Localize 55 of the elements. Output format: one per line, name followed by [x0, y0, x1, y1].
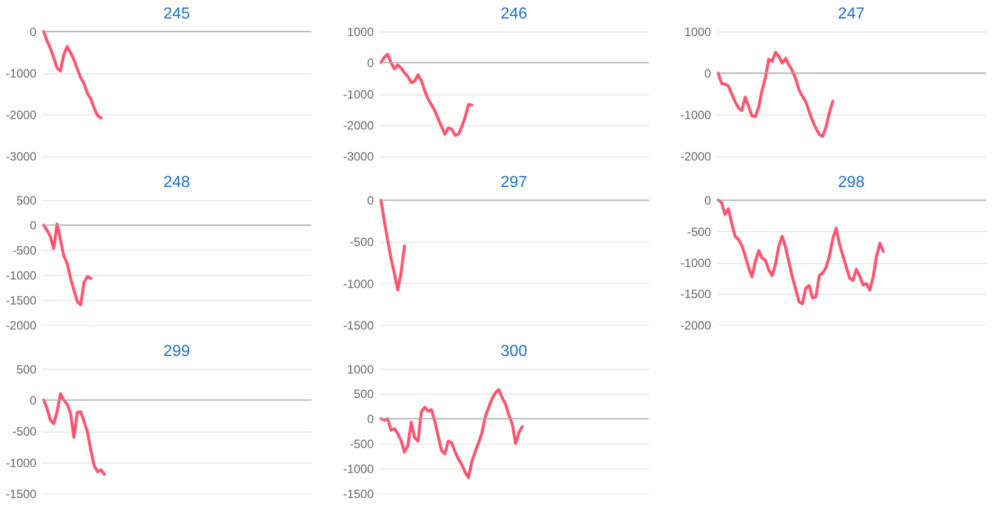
line-series	[379, 198, 406, 292]
y-tick-label: 1000	[684, 24, 712, 39]
y-tick-label: 0	[367, 412, 374, 426]
y-tick-label: 500	[16, 362, 37, 376]
y-tick-label: 1000	[347, 24, 374, 39]
y-tick-label: -3000	[343, 150, 374, 164]
y-tick-label: 0	[30, 24, 37, 39]
y-tick-label: -1500	[343, 487, 374, 502]
y-tick-label: -2000	[680, 150, 712, 164]
y-tick-label: -500	[350, 235, 374, 250]
line-series	[42, 222, 92, 306]
line-series	[42, 30, 102, 120]
chart-title: 297	[500, 174, 528, 192]
y-tick-label: -500	[12, 243, 37, 258]
line-series	[716, 50, 834, 138]
y-tick-label: -2000	[6, 108, 37, 122]
y-tick-label: 0	[30, 393, 37, 408]
y-tick-label: -2000	[343, 118, 374, 132]
chart-title: 246	[500, 5, 528, 22]
y-tick-label: -1000	[343, 276, 374, 291]
chart-title: 247	[838, 5, 865, 22]
y-tick-label: -3000	[6, 150, 37, 164]
y-tick-label: -1000	[680, 256, 712, 270]
y-tick-label: -2000	[6, 318, 37, 332]
y-tick-label: -1500	[6, 487, 37, 502]
y-tick-label: -500	[350, 437, 374, 452]
line-series	[379, 52, 474, 137]
y-tick-label: -1500	[6, 293, 37, 308]
y-tick-label: -1500	[680, 287, 712, 302]
y-tick-label: -1000	[6, 456, 37, 470]
line-series	[716, 198, 885, 306]
y-tick-label: 0	[367, 56, 374, 70]
chart-title: 245	[163, 5, 190, 22]
y-tick-label: -1000	[343, 87, 374, 102]
chart-title: 299	[163, 342, 190, 360]
y-tick-label: -2000	[680, 318, 712, 332]
y-tick-label: 1000	[347, 362, 374, 376]
line-series	[379, 388, 524, 480]
y-tick-label: -500	[687, 224, 712, 239]
y-tick-label: -1000	[343, 462, 374, 476]
chart-title: 248	[163, 174, 190, 192]
y-tick-label: -500	[12, 424, 37, 439]
y-tick-label: 0	[704, 194, 712, 208]
y-tick-label: -1000	[680, 108, 712, 122]
y-tick-label: -1500	[343, 318, 374, 332]
y-tick-label: 0	[367, 194, 374, 208]
line-series	[42, 392, 106, 476]
y-tick-label: 500	[354, 387, 374, 402]
y-tick-label: 0	[30, 218, 37, 233]
y-tick-label: -1000	[6, 66, 37, 81]
chart-title: 300	[500, 342, 528, 360]
y-tick-label: 500	[16, 194, 37, 208]
chart-title: 298	[838, 174, 865, 192]
y-tick-label: 0	[704, 66, 712, 81]
y-tick-label: -1000	[6, 268, 37, 282]
